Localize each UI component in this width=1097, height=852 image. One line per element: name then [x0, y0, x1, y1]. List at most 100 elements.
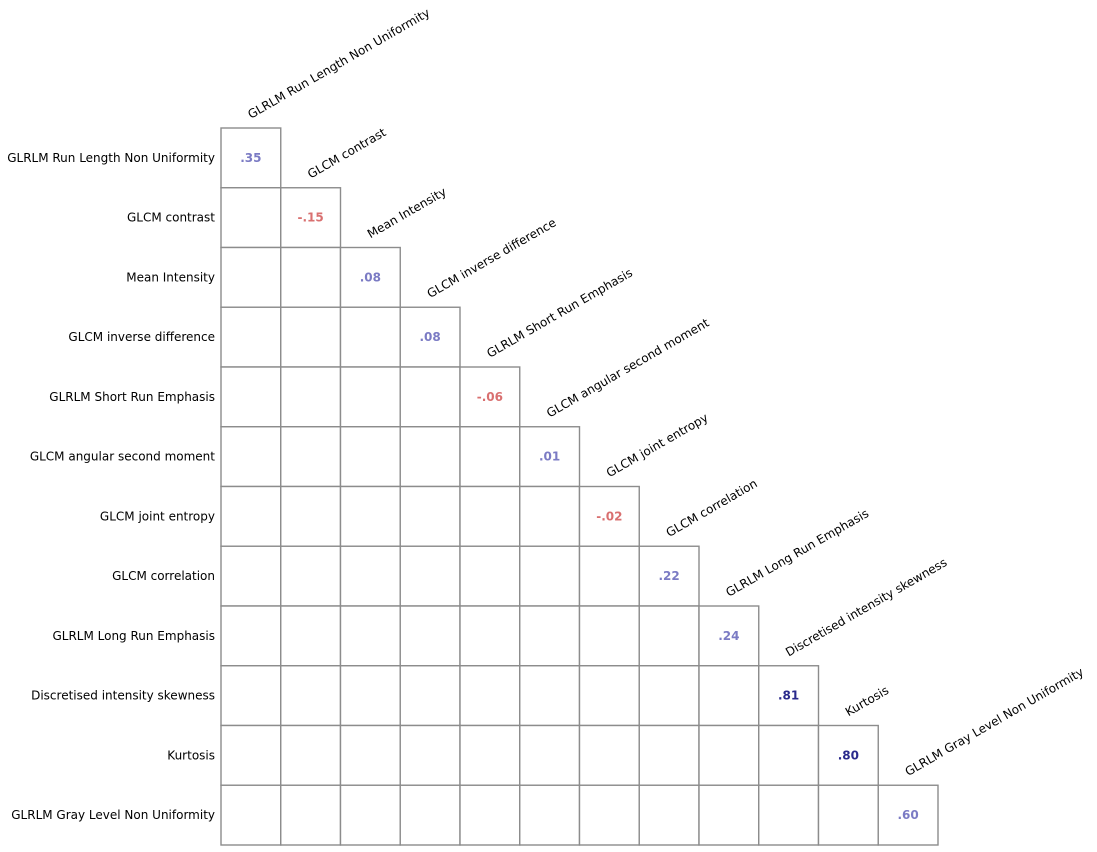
matrix-cell-r8-c6: [578, 605, 640, 667]
matrix-cell-r10-c7: [638, 724, 700, 786]
matrix-cell-r9-c4: [459, 665, 521, 727]
matrix-cell-r9-c1: [280, 665, 342, 727]
matrix-cell-r8-c4: [459, 605, 521, 667]
matrix-cell-r8-c2: [339, 605, 401, 667]
column-label: GLCM inverse difference: [425, 215, 559, 300]
matrix-cell-r2-c0: [220, 246, 282, 308]
matrix-cell-r11-c4: [459, 784, 521, 846]
matrix-cell-r11-c10: [817, 784, 879, 846]
diagonal-value-label: .60: [897, 808, 918, 822]
matrix-cell-r10-c5: [519, 724, 581, 786]
column-label: GLRLM Gray Level Non Uniformity: [903, 665, 1086, 779]
matrix-cell-r8-c0: [220, 605, 282, 667]
matrix-cell-r5-c1: [280, 426, 342, 488]
matrix-cell-r10-c10: [817, 724, 879, 786]
column-label: GLCM angular second moment: [544, 315, 712, 420]
matrix-cell-r9-c2: [339, 665, 401, 727]
matrix-cell-r6-c2: [339, 485, 401, 547]
row-label: GLCM contrast: [127, 211, 215, 225]
row-label: GLRLM Run Length Non Uniformity: [7, 151, 215, 165]
diagonal-value-label: .08: [419, 330, 440, 344]
matrix-cell-r7-c1: [280, 545, 342, 607]
matrix-cell-r10-c4: [459, 724, 521, 786]
matrix-cell-r6-c4: [459, 485, 521, 547]
column-label: GLCM correlation: [664, 476, 760, 540]
matrix-cell-r7-c7: [638, 545, 700, 607]
matrix-cell-r11-c8: [698, 784, 760, 846]
row-label: Mean Intensity: [126, 270, 215, 284]
matrix-cell-r11-c1: [280, 784, 342, 846]
row-labels: GLRLM Run Length Non Uniformity GLCM cont…: [7, 151, 215, 822]
matrix-cell-r7-c5: [519, 545, 581, 607]
row-label: Kurtosis: [167, 748, 215, 762]
matrix-cell-r1-c0: [220, 187, 282, 249]
matrix-cell-r10-c3: [399, 724, 461, 786]
matrix-cell-r6-c5: [519, 485, 581, 547]
matrix-cell-r11-c7: [638, 784, 700, 846]
row-label: GLCM joint entropy: [100, 509, 215, 523]
matrix-cells: [220, 127, 939, 846]
matrix-cell-r7-c2: [339, 545, 401, 607]
matrix-cell-r7-c6: [578, 545, 640, 607]
matrix-cell-r4-c0: [220, 366, 282, 428]
column-label: Mean Intensity: [365, 185, 449, 241]
diagonal-value-label: .24: [718, 629, 739, 643]
matrix-cell-r11-c9: [758, 784, 820, 846]
matrix-cell-r4-c3: [399, 366, 461, 428]
diagonal-value-label: -.02: [596, 509, 622, 523]
matrix-cell-r11-c0: [220, 784, 282, 846]
matrix-cell-r9-c3: [399, 665, 461, 727]
diagonal-value-label: .01: [539, 450, 560, 464]
matrix-cell-r8-c7: [638, 605, 700, 667]
matrix-cell-r3-c2: [339, 306, 401, 368]
row-label: GLRLM Long Run Emphasis: [52, 629, 215, 643]
column-label: GLRLM Short Run Emphasis: [484, 266, 635, 361]
column-label: GLCM contrast: [305, 125, 388, 181]
value-labels: .35 -.15 .08 .08 -.06 .01 -.02 .22 .24 .81 .80 .60: [240, 151, 919, 822]
column-label: Discretised intensity skewness: [783, 555, 949, 659]
row-label: GLCM angular second moment: [30, 450, 215, 464]
matrix-cell-r0-c0: [220, 127, 282, 189]
column-label: Kurtosis: [843, 683, 891, 719]
matrix-cell-r8-c3: [399, 605, 461, 667]
matrix-cell-r5-c5: [519, 426, 581, 488]
row-label: GLCM correlation: [112, 569, 215, 583]
matrix-cell-r4-c2: [339, 366, 401, 428]
matrix-cell-r9-c9: [758, 665, 820, 727]
matrix-cell-r10-c8: [698, 724, 760, 786]
row-label: Discretised intensity skewness: [31, 689, 215, 703]
matrix-cell-r3-c0: [220, 306, 282, 368]
matrix-cell-r8-c1: [280, 605, 342, 667]
matrix-cell-r10-c2: [339, 724, 401, 786]
matrix-cell-r4-c1: [280, 366, 342, 428]
diagonal-value-label: .35: [240, 151, 261, 165]
row-label: GLCM inverse difference: [68, 330, 215, 344]
matrix-cell-r5-c4: [459, 426, 521, 488]
matrix-cell-r10-c0: [220, 724, 282, 786]
matrix-cell-r7-c4: [459, 545, 521, 607]
row-label: GLRLM Gray Level Non Uniformity: [11, 808, 215, 822]
matrix-cell-r10-c9: [758, 724, 820, 786]
matrix-cell-r9-c0: [220, 665, 282, 727]
matrix-cell-r11-c3: [399, 784, 461, 846]
diagonal-value-label: .08: [360, 270, 381, 284]
matrix-cell-r11-c5: [519, 784, 581, 846]
matrix-cell-r5-c0: [220, 426, 282, 488]
matrix-cell-r2-c1: [280, 246, 342, 308]
matrix-cell-r6-c1: [280, 485, 342, 547]
column-label: GLRLM Long Run Emphasis: [723, 506, 871, 599]
matrix-cell-r3-c1: [280, 306, 342, 368]
column-label: GLCM joint entropy: [604, 410, 711, 480]
column-label: GLRLM Run Length Non Uniformity: [245, 6, 432, 122]
matrix-cell-r11-c6: [578, 784, 640, 846]
matrix-cell-r5-c2: [339, 426, 401, 488]
row-label: GLRLM Short Run Emphasis: [49, 390, 215, 404]
matrix-cell-r10-c6: [578, 724, 640, 786]
matrix-cell-r9-c8: [698, 665, 760, 727]
diagonal-value-label: -.15: [298, 211, 324, 225]
matrix-cell-r10-c1: [280, 724, 342, 786]
matrix-cell-r9-c6: [578, 665, 640, 727]
matrix-cell-r9-c7: [638, 665, 700, 727]
diagonal-value-label: .22: [658, 569, 679, 583]
